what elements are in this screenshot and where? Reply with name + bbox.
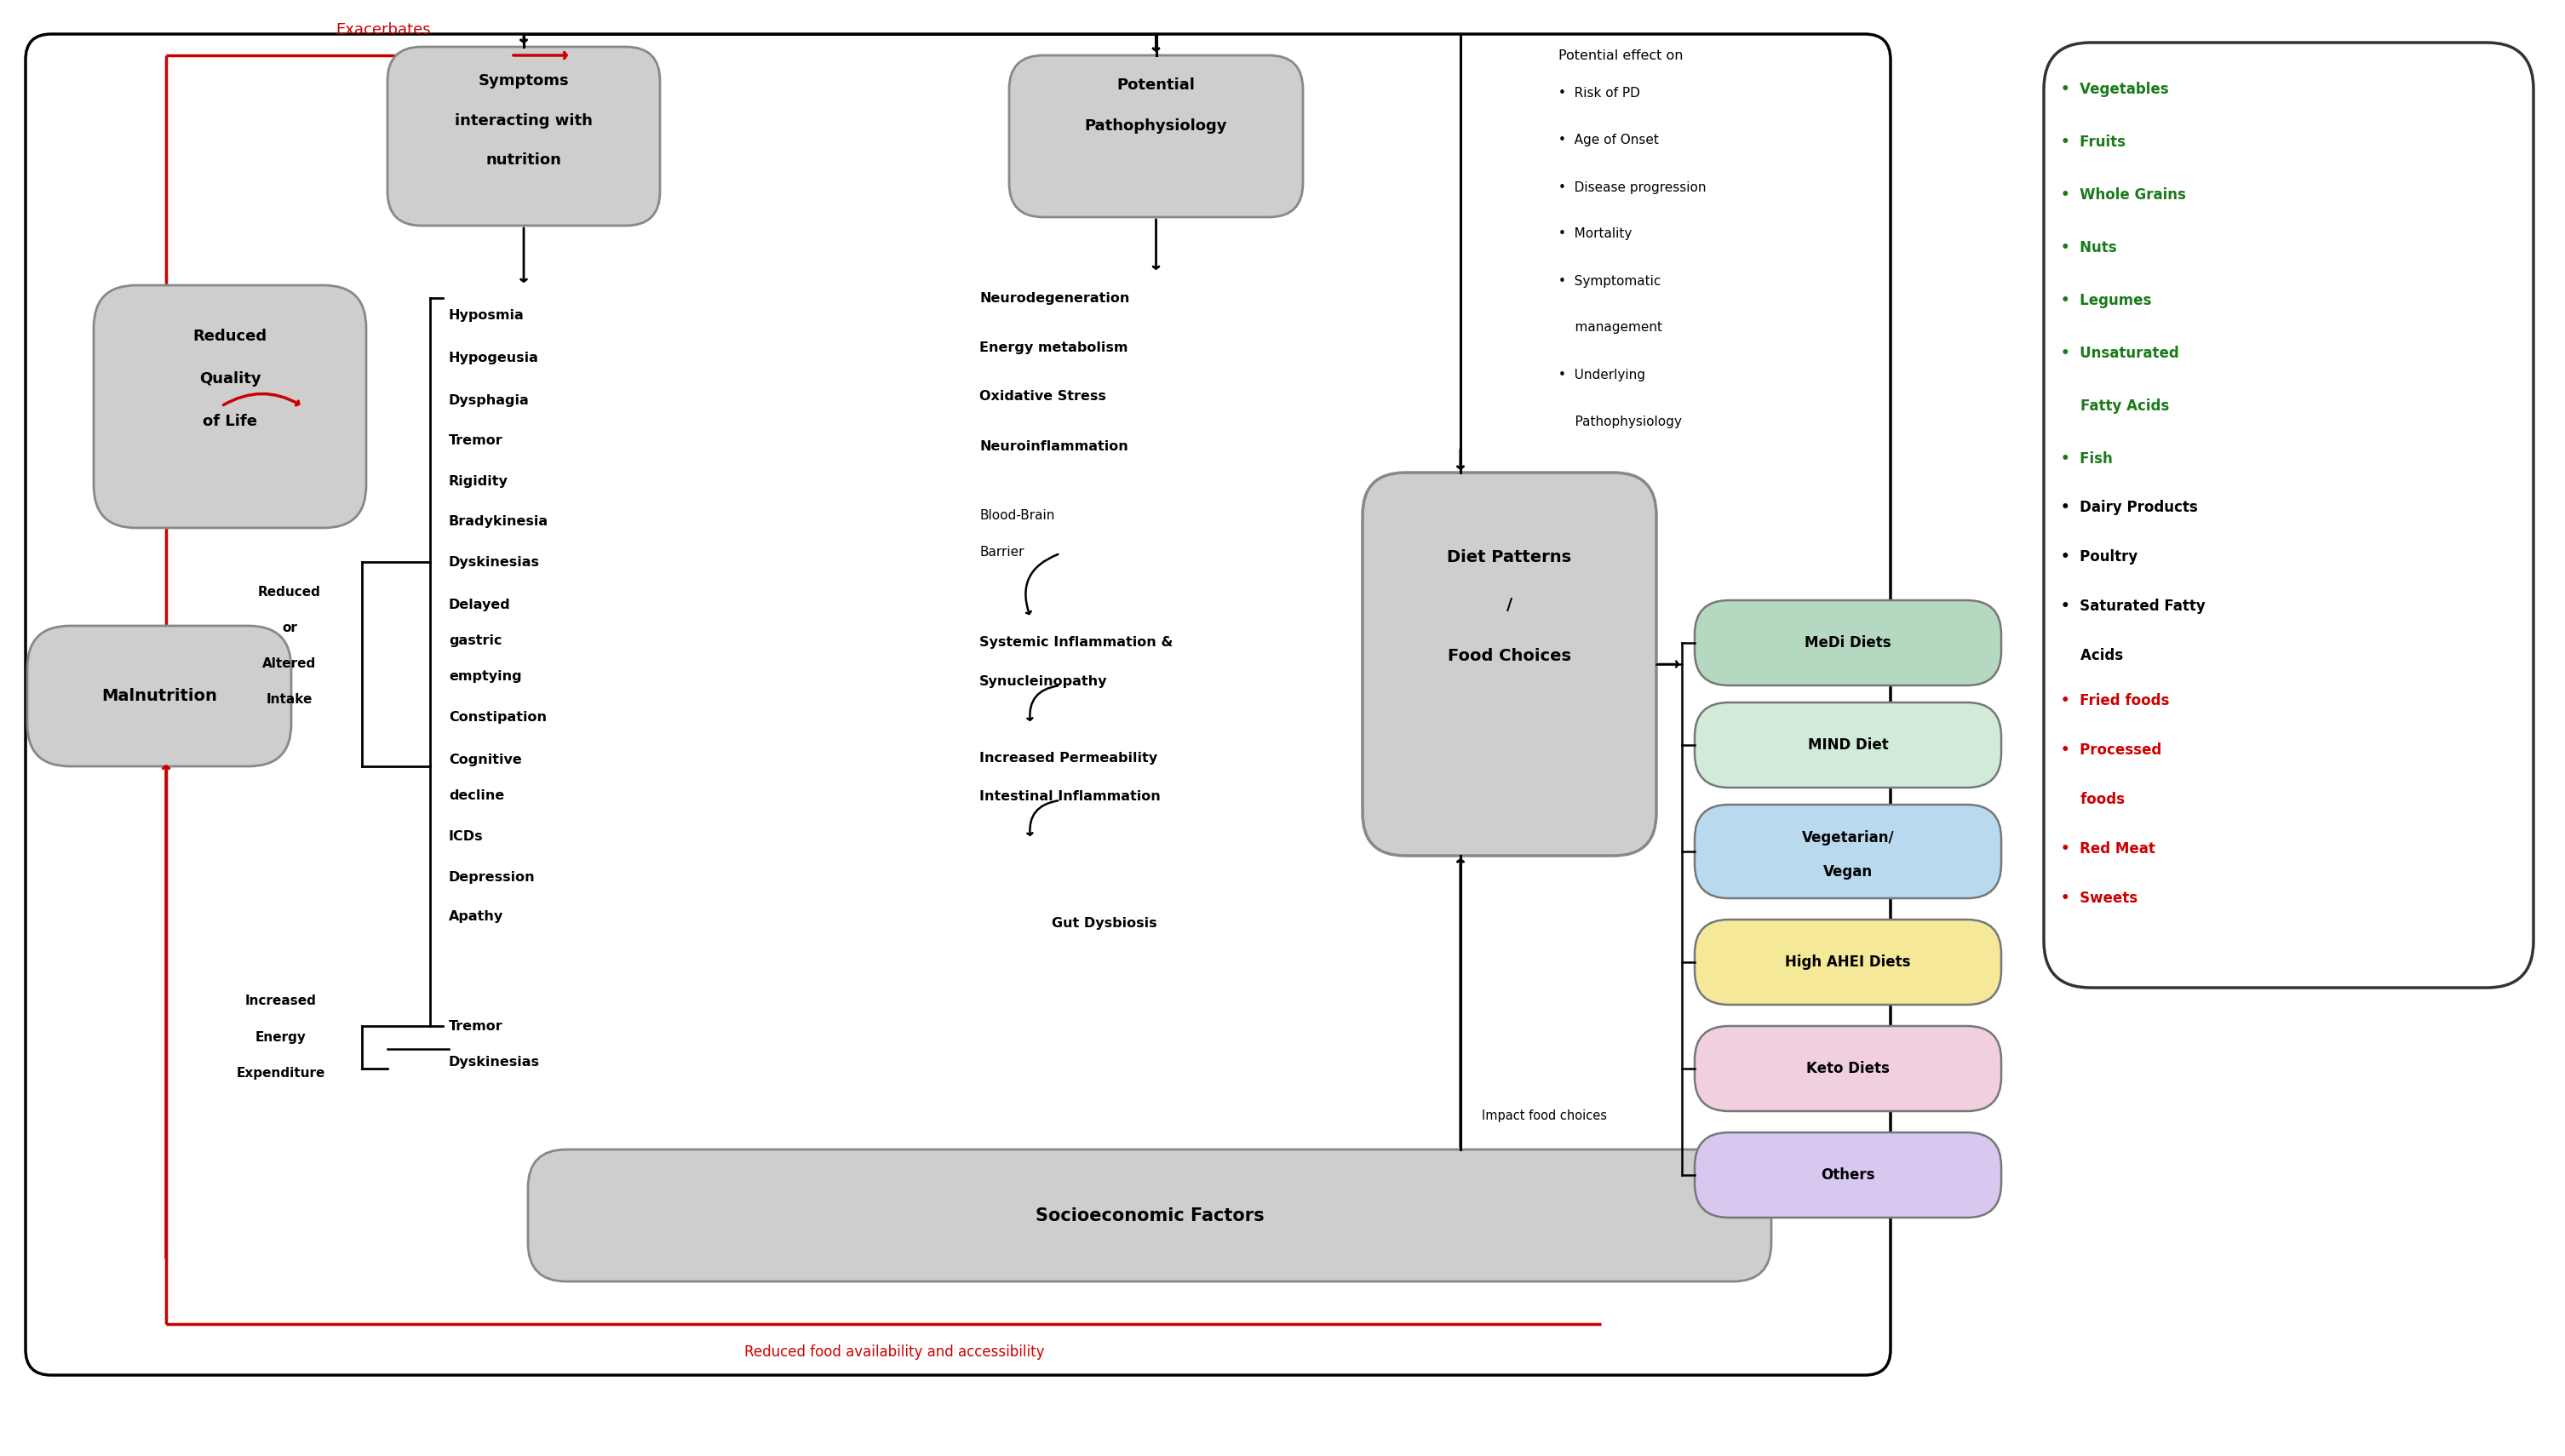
Text: Reduced food availability and accessibility: Reduced food availability and accessibil…: [744, 1344, 1044, 1360]
Text: Increased: Increased: [246, 994, 315, 1008]
Text: •  Processed: • Processed: [2060, 743, 2162, 757]
Text: Apathy: Apathy: [449, 910, 503, 923]
Text: Neurodegeneration: Neurodegeneration: [980, 291, 1129, 304]
Text: Potential: Potential: [1116, 77, 1195, 93]
Text: Energy metabolism: Energy metabolism: [980, 341, 1129, 354]
Text: Pathophysiology: Pathophysiology: [1560, 415, 1683, 428]
Text: Neuroinflammation: Neuroinflammation: [980, 440, 1129, 453]
Text: Food Choices: Food Choices: [1447, 648, 1572, 664]
Text: •  Fried foods: • Fried foods: [2060, 693, 2170, 709]
Text: emptying: emptying: [449, 670, 521, 683]
Text: Intestinal Inflammation: Intestinal Inflammation: [980, 789, 1159, 802]
FancyBboxPatch shape: [2044, 42, 2534, 987]
Text: •  Saturated Fatty: • Saturated Fatty: [2060, 598, 2206, 614]
Text: •  Red Meat: • Red Meat: [2060, 842, 2155, 856]
Text: Others: Others: [1821, 1168, 1875, 1182]
Text: Oxidative Stress: Oxidative Stress: [980, 390, 1106, 403]
FancyBboxPatch shape: [1008, 55, 1303, 217]
Text: Pathophysiology: Pathophysiology: [1085, 118, 1229, 134]
Text: •  Disease progression: • Disease progression: [1560, 181, 1706, 194]
Text: or: or: [282, 622, 298, 633]
Text: Bradykinesia: Bradykinesia: [449, 515, 549, 529]
Text: •  Unsaturated: • Unsaturated: [2060, 345, 2180, 361]
Text: Dysphagia: Dysphagia: [449, 393, 528, 406]
Text: Symptoms: Symptoms: [477, 73, 569, 89]
Text: MeDi Diets: MeDi Diets: [1806, 635, 1890, 651]
Text: Rigidity: Rigidity: [449, 475, 508, 488]
Text: of Life: of Life: [203, 414, 257, 430]
FancyBboxPatch shape: [95, 285, 367, 529]
FancyBboxPatch shape: [528, 1149, 1772, 1281]
Text: •  Legumes: • Legumes: [2060, 293, 2152, 309]
Text: •  Mortality: • Mortality: [1560, 227, 1631, 240]
Text: Hyposmia: Hyposmia: [449, 309, 523, 322]
Text: Expenditure: Expenditure: [236, 1066, 326, 1079]
Text: Barrier: Barrier: [980, 546, 1023, 558]
Text: •  Nuts: • Nuts: [2060, 240, 2116, 255]
FancyBboxPatch shape: [1695, 1026, 2001, 1111]
Text: Altered: Altered: [262, 657, 315, 670]
Text: Tremor: Tremor: [449, 1019, 503, 1032]
Text: Delayed: Delayed: [449, 598, 510, 612]
Text: Potential effect on: Potential effect on: [1560, 50, 1683, 61]
Text: •  Risk of PD: • Risk of PD: [1560, 87, 1639, 100]
Text: Systemic Inflammation &: Systemic Inflammation &: [980, 636, 1172, 649]
Text: •  Symptomatic: • Symptomatic: [1560, 275, 1662, 287]
Text: decline: decline: [449, 789, 505, 802]
Text: •  Fruits: • Fruits: [2060, 134, 2126, 150]
Text: •  Fish: • Fish: [2060, 451, 2114, 466]
Text: Reduced: Reduced: [259, 585, 321, 598]
Text: MIND Diet: MIND Diet: [1808, 737, 1888, 753]
Text: Blood-Brain: Blood-Brain: [980, 508, 1054, 521]
Text: Vegetarian/: Vegetarian/: [1801, 830, 1893, 844]
Text: interacting with: interacting with: [454, 114, 593, 128]
Text: •  Age of Onset: • Age of Onset: [1560, 134, 1660, 147]
Text: Cognitive: Cognitive: [449, 753, 521, 766]
Text: foods: foods: [2060, 792, 2124, 807]
Text: Hypogeusia: Hypogeusia: [449, 351, 539, 364]
Text: Tremor: Tremor: [449, 434, 503, 447]
FancyBboxPatch shape: [1695, 702, 2001, 788]
Text: Constipation: Constipation: [449, 711, 546, 724]
Text: Acids: Acids: [2060, 648, 2124, 664]
Text: Keto Diets: Keto Diets: [1806, 1061, 1890, 1076]
Text: Intake: Intake: [267, 693, 313, 706]
Text: Depression: Depression: [449, 871, 536, 884]
Text: Energy: Energy: [256, 1031, 308, 1044]
FancyBboxPatch shape: [1362, 473, 1657, 856]
Text: Gut Dysbiosis: Gut Dysbiosis: [1052, 917, 1157, 930]
Text: /: /: [1506, 597, 1513, 613]
Text: Diet Patterns: Diet Patterns: [1447, 549, 1572, 566]
FancyBboxPatch shape: [1695, 805, 2001, 898]
Text: Impact food choices: Impact food choices: [1483, 1109, 1606, 1121]
Text: •  Whole Grains: • Whole Grains: [2060, 188, 2185, 202]
FancyBboxPatch shape: [1695, 1133, 2001, 1217]
Text: Dyskinesias: Dyskinesias: [449, 556, 539, 568]
Text: Increased Permeability: Increased Permeability: [980, 751, 1157, 764]
Text: •  Poultry: • Poultry: [2060, 549, 2137, 565]
FancyBboxPatch shape: [28, 626, 292, 766]
Text: Exacerbates: Exacerbates: [336, 22, 431, 38]
Text: •  Dairy Products: • Dairy Products: [2060, 499, 2198, 515]
Text: Synucleinopathy: Synucleinopathy: [980, 674, 1108, 687]
Text: Vegan: Vegan: [1824, 865, 1872, 879]
Text: ICDs: ICDs: [449, 830, 482, 843]
Text: Fatty Acids: Fatty Acids: [2060, 399, 2170, 414]
Text: •  Sweets: • Sweets: [2060, 891, 2137, 906]
Text: management: management: [1560, 322, 1662, 335]
FancyBboxPatch shape: [1695, 600, 2001, 686]
Text: •  Vegetables: • Vegetables: [2060, 82, 2167, 98]
Text: High AHEI Diets: High AHEI Diets: [1785, 955, 1911, 970]
Text: gastric: gastric: [449, 633, 503, 646]
Text: nutrition: nutrition: [485, 153, 562, 167]
Text: Reduced: Reduced: [192, 329, 267, 344]
FancyBboxPatch shape: [1695, 920, 2001, 1005]
Text: Socioeconomic Factors: Socioeconomic Factors: [1036, 1207, 1265, 1224]
Text: •  Underlying: • Underlying: [1560, 368, 1644, 381]
FancyBboxPatch shape: [387, 47, 659, 226]
Text: Malnutrition: Malnutrition: [103, 687, 218, 703]
Text: Quality: Quality: [200, 371, 262, 386]
Text: Dyskinesias: Dyskinesias: [449, 1056, 539, 1069]
